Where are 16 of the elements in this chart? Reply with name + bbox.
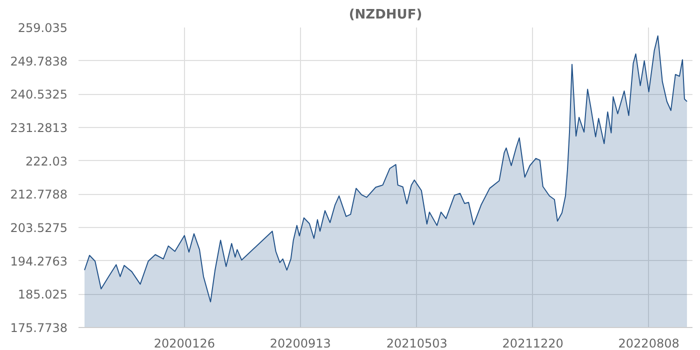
- y-tick-label: 203.5275: [10, 221, 68, 235]
- x-tick-label: 20200913: [270, 336, 331, 350]
- y-tick-label: 175.7738: [10, 321, 68, 335]
- y-tick-label: 194.2763: [10, 254, 68, 268]
- y-tick-label: 185.025: [18, 288, 68, 302]
- x-tick-label: 20220808: [618, 336, 680, 350]
- y-tick-label: 240.5325: [10, 88, 68, 102]
- chart-title: (NZDHUF): [348, 8, 422, 22]
- y-tick-label: 249.7838: [10, 54, 68, 68]
- y-tick-label: 222.03: [26, 154, 68, 168]
- x-tick-label: 20211220: [502, 336, 564, 350]
- x-tick-label: 20210503: [386, 336, 448, 350]
- y-tick-label: 212.7788: [10, 188, 68, 202]
- x-tick-label: 20200126: [154, 336, 215, 350]
- y-tick-label: 231.2813: [10, 121, 68, 135]
- y-tick-label: 259.035: [18, 21, 68, 35]
